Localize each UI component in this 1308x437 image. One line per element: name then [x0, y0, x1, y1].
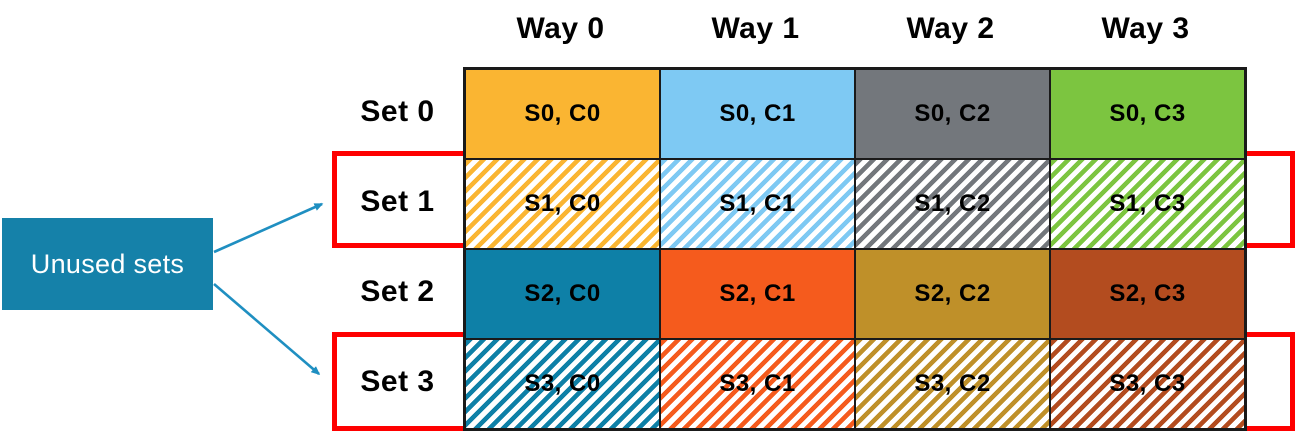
cell-label: S2, C1 — [719, 280, 796, 307]
cell-label: S0, C3 — [1109, 100, 1186, 127]
unused-sets-label: Unused sets — [30, 248, 185, 279]
cell-label: S2, C3 — [1109, 280, 1186, 307]
way-2-header: Way 2 — [906, 12, 995, 45]
cell-label: S0, C1 — [719, 100, 796, 127]
cache-cell-s0c0: S0, C0 — [465, 69, 660, 159]
cache-cell-s3c0: S3, C0 — [465, 339, 660, 429]
way-headers-row: Way 0 Way 1 Way 2 Way 3 — [463, 0, 1243, 58]
cache-cell-s1c1: S1, C1 — [660, 159, 855, 249]
cell-label: S3, C0 — [524, 370, 601, 397]
cache-cell-s2c3: S2, C3 — [1050, 249, 1245, 339]
cache-cell-s3c2: S3, C2 — [855, 339, 1050, 429]
cache-cell-s1c2: S1, C2 — [855, 159, 1050, 249]
cache-cell-s2c0: S2, C0 — [465, 249, 660, 339]
set-0-label: Set 0 — [360, 95, 435, 128]
way-0-header: Way 0 — [516, 12, 605, 45]
cache-cell-s0c3: S0, C3 — [1050, 69, 1245, 159]
cell-label: S1, C3 — [1109, 190, 1186, 217]
cache-cell-s0c2: S0, C2 — [855, 69, 1050, 159]
cell-label: S3, C3 — [1109, 370, 1186, 397]
unused-sets-callout-box: Unused sets — [2, 218, 213, 310]
cache-grid: S0, C0 S0, C1 S0, C2 S0, C3 S1, C0 S1, C… — [463, 67, 1247, 431]
cell-label: S3, C2 — [914, 370, 991, 397]
arrow-to-set1-icon — [213, 202, 324, 254]
cache-cell-s3c1: S3, C1 — [660, 339, 855, 429]
cell-label: S2, C0 — [524, 280, 601, 307]
cell-label: S3, C1 — [719, 370, 796, 397]
cell-label: S1, C0 — [524, 190, 601, 217]
way-1-header: Way 1 — [711, 12, 800, 45]
set-2-label: Set 2 — [360, 275, 435, 308]
cell-label: S0, C0 — [524, 100, 601, 127]
cache-cell-s2c2: S2, C2 — [855, 249, 1050, 339]
set-3-label: Set 3 — [360, 365, 435, 398]
arrow-to-set3-icon — [213, 283, 321, 375]
cache-cell-s2c1: S2, C1 — [660, 249, 855, 339]
cache-cell-s0c1: S0, C1 — [660, 69, 855, 159]
cell-label: S1, C2 — [914, 190, 991, 217]
way-3-header: Way 3 — [1101, 12, 1190, 45]
cell-label: S1, C1 — [719, 190, 796, 217]
set-1-label: Set 1 — [360, 185, 435, 218]
cache-cell-s1c0: S1, C0 — [465, 159, 660, 249]
cell-label: S2, C2 — [914, 280, 991, 307]
cache-cell-s3c3: S3, C3 — [1050, 339, 1245, 429]
cache-cell-s1c3: S1, C3 — [1050, 159, 1245, 249]
cell-label: S0, C2 — [914, 100, 991, 127]
